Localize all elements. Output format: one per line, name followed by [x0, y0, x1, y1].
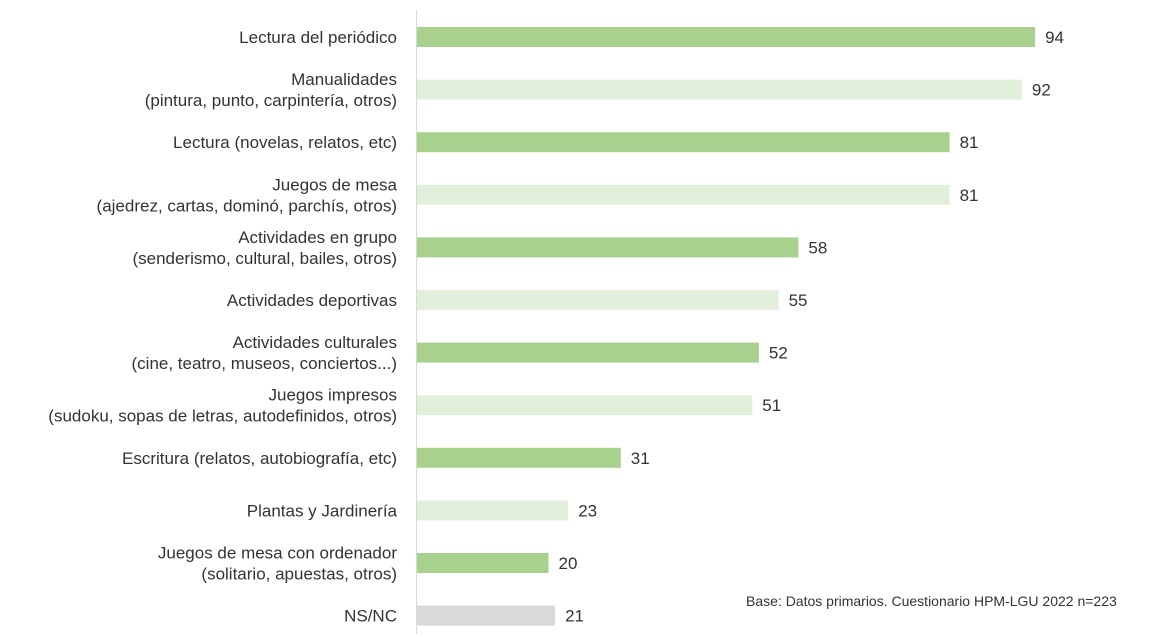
category-label-10-line-1: (solitario, apuestas, otros) — [201, 565, 397, 584]
value-label-2: 81 — [960, 133, 979, 152]
category-label-5-line-0: Actividades deportivas — [227, 291, 397, 310]
category-label-2-line-0: Lectura (novelas, relatos, etc) — [173, 133, 397, 152]
value-label-10: 20 — [559, 554, 578, 573]
bar-4 — [417, 237, 799, 258]
category-label-1-line-0: Manualidades — [291, 70, 397, 89]
bars-group — [417, 27, 1036, 626]
value-label-11: 21 — [565, 607, 584, 626]
value-label-7: 51 — [762, 396, 781, 415]
category-label-6-line-1: (cine, teatro, museos, conciertos...) — [132, 354, 398, 373]
category-label-0-line-0: Lectura del periódico — [239, 28, 397, 47]
bar-0 — [417, 27, 1036, 47]
category-label-9-line-0: Plantas y Jardinería — [247, 501, 398, 520]
bar-8 — [417, 447, 621, 468]
source-note: Base: Datos primarios. Cuestionario HPM-… — [746, 593, 1117, 609]
value-label-6: 52 — [769, 344, 788, 363]
category-label-7-line-0: Juegos impresos — [268, 386, 397, 405]
category-label-3-line-1: (ajedrez, cartas, dominó, parchís, otros… — [97, 196, 397, 215]
category-label-4-line-0: Actividades en grupo — [238, 228, 397, 247]
bar-6 — [417, 342, 759, 363]
bar-10 — [417, 553, 549, 573]
bar-2 — [417, 132, 950, 153]
category-label-7-line-1: (sudoku, sopas de letras, autodefinidos,… — [48, 407, 397, 426]
value-label-8: 31 — [631, 449, 650, 468]
value-label-1: 92 — [1032, 81, 1051, 100]
category-label-4-line-1: (senderismo, cultural, bailes, otros) — [132, 249, 397, 268]
category-label-3-line-0: Juegos de mesa — [272, 175, 397, 194]
category-label-8-line-0: Escritura (relatos, autobiografía, etc) — [122, 449, 397, 468]
bar-1 — [417, 79, 1022, 100]
value-labels-group: 94 92 81 81 58 55 52 51 31 23 20 21 — [559, 28, 1065, 626]
bar-5 — [417, 290, 779, 310]
category-label-6-line-0: Actividades culturales — [233, 333, 397, 352]
category-labels-group: Lectura del periódico Manualidades (pintur… — [48, 28, 397, 626]
value-label-4: 58 — [808, 238, 827, 257]
bar-7 — [417, 395, 753, 416]
value-label-9: 23 — [578, 501, 597, 520]
bar-11 — [417, 605, 556, 626]
bar-3 — [417, 184, 950, 205]
category-label-1-line-1: (pintura, punto, carpintería, otros) — [145, 91, 397, 110]
category-label-10-line-0: Juegos de mesa con ordenador — [158, 544, 397, 563]
value-label-5: 55 — [789, 291, 808, 310]
value-label-3: 81 — [960, 186, 979, 205]
bar-9 — [417, 500, 569, 521]
category-label-11-line-0: NS/NC — [344, 607, 397, 626]
value-label-0: 94 — [1045, 28, 1064, 47]
